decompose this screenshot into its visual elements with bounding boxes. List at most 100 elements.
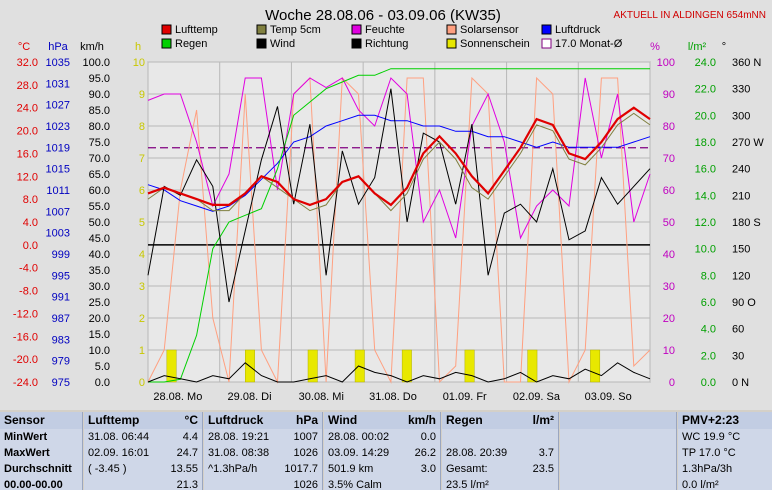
tick-label: 90 (663, 89, 675, 101)
tick-label: 10.0 (695, 244, 716, 256)
legend-label: Richtung (365, 38, 408, 50)
tick-label: 32.0 (17, 57, 38, 69)
legend-label: Lufttemp (175, 24, 218, 36)
tick-label: 1015 (46, 164, 70, 176)
legend-label: Solarsensor (460, 24, 519, 36)
cell-value: 1007 (293, 431, 318, 443)
tick-label: -20.0 (13, 354, 38, 366)
weather-chart: Woche 28.08.06 - 03.09.06 (KW35) AKTUELL… (0, 0, 772, 410)
tick-label: 85.0 (89, 105, 110, 117)
tick-label: 28.0 (17, 80, 38, 92)
cell: 1.3hPa/3h (682, 463, 733, 475)
tick-label: 210 (732, 190, 750, 202)
luftdruck-header: Luftdruck (208, 413, 264, 427)
tick-label: -12.0 (13, 308, 38, 320)
tick-label: 60 (663, 185, 675, 197)
tick-label: 20.0 (17, 126, 38, 138)
tick-label: 35.0 (89, 265, 110, 277)
cell-value: 4.4 (182, 431, 198, 443)
cell-value: 24.7 (176, 447, 198, 459)
cell: 28.08. 00:02 (328, 431, 390, 443)
tick-label: 300 (732, 110, 750, 122)
legend-label: Temp 5cm (270, 24, 321, 36)
sunshine-bar (590, 349, 601, 383)
sunshine-bar (166, 349, 177, 383)
tick-label: 999 (52, 249, 70, 261)
tick-label: 40.0 (89, 249, 110, 261)
sensor-header: Sensor (4, 413, 45, 427)
tick-label: 1027 (46, 100, 70, 112)
x-tick-label: 30.08. Mi (299, 391, 344, 403)
tick-label: 100.0 (82, 57, 110, 69)
stats-luftdruck: Luftdruck hPa 28.08. 19:21 1007 31.08. 08:… (204, 412, 323, 490)
tick-label: 5 (139, 217, 145, 229)
tick-label: 6.0 (701, 297, 716, 309)
cell-value: 1026 (293, 447, 318, 459)
legend-label: Wind (270, 38, 295, 50)
cell: WC 19.9 °C (682, 431, 741, 443)
lufttemp-unit: °C (184, 413, 198, 427)
tick-label: 8 (139, 121, 145, 133)
tick-label: 1003 (46, 228, 70, 240)
cell: TP 17.0 °C (682, 447, 736, 459)
legend-swatch (161, 24, 172, 35)
tick-label: 95.0 (89, 73, 110, 85)
axis-unit-label: ° (722, 41, 726, 53)
tick-label: 45.0 (89, 233, 110, 245)
tick-label: 10 (133, 57, 145, 69)
cell-value: 0.0 (420, 431, 436, 443)
tick-label: 12.0 (695, 217, 716, 229)
tick-label: -24.0 (13, 377, 38, 389)
stats-pmv: PMV+2:23 WC 19.9 °C TP 17.0 °C 1.3hPa/3h… (678, 412, 772, 490)
tick-label: 4.0 (701, 324, 716, 336)
tick-label: 1 (139, 345, 145, 357)
cell: 501.9 km (328, 463, 374, 475)
tick-label: 10.0 (89, 345, 110, 357)
tick-label: 4 (139, 249, 145, 261)
tick-label: 14.0 (695, 190, 716, 202)
x-tick-label: 29.08. Di (228, 391, 272, 403)
regen-header: Regen (446, 413, 483, 427)
stats-lufttemp: Lufttemp °C 31.08. 06:44 4.4 02.09. 16:01 2… (84, 412, 203, 490)
tick-label: 80.0 (89, 121, 110, 133)
tick-label: 65.0 (89, 169, 110, 181)
tick-label: 0.0 (23, 240, 38, 252)
tick-label: 0.0 (95, 377, 110, 389)
tick-label: 0 N (732, 377, 749, 389)
tick-label: 995 (52, 270, 70, 282)
legend-swatch (541, 38, 552, 49)
grid (147, 61, 651, 383)
tick-label: 12.0 (17, 171, 38, 183)
axis-units: °C hPa km/h h% l/m² ° (18, 41, 726, 53)
tick-label: 60 (732, 324, 744, 336)
tick-label: 24.0 (17, 103, 38, 115)
tick-label: 1023 (46, 121, 70, 133)
row-label: MaxWert (4, 447, 50, 459)
tick-label: 1035 (46, 57, 70, 69)
regen-unit: l/m² (532, 413, 554, 427)
legend-swatch (161, 38, 172, 49)
tick-label: 979 (52, 356, 70, 368)
tick-label: 55.0 (89, 201, 110, 213)
tick-label: 18.0 (695, 137, 716, 149)
series-line-regen (148, 68, 650, 383)
tick-label: 24.0 (695, 57, 716, 69)
tick-label: 30.0 (89, 281, 110, 293)
pmv-header: PMV+2:23 (682, 413, 740, 427)
cell: Gesamt: (446, 463, 488, 475)
tick-label: 15.0 (89, 329, 110, 341)
tick-label: 2.0 (701, 350, 716, 362)
luftdruck-unit: hPa (295, 413, 318, 427)
tick-label: 80 (663, 121, 675, 133)
tick-label: 100 (657, 57, 675, 69)
axis-unit-label: h (135, 41, 141, 53)
tick-label: 20.0 (695, 110, 716, 122)
tick-label: -8.0 (19, 286, 38, 298)
tick-label: 60.0 (89, 185, 110, 197)
tick-label: 6 (139, 185, 145, 197)
legend-label: Sonnenschein (460, 38, 530, 50)
legend: Lufttemp Temp 5cm Feuchte Solarsensor Luftdr… (161, 24, 623, 50)
row-label: 00.00-00.00 (4, 479, 63, 490)
x-tick-label: 03.09. So (585, 391, 632, 403)
tick-label: 180 S (732, 217, 761, 229)
